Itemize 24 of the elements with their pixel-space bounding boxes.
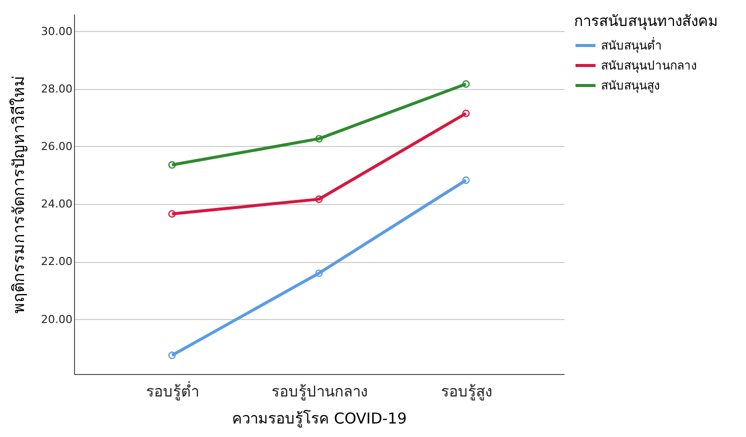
y-tick-label: 30.00: [41, 24, 72, 38]
y-tick-label: 24.00: [41, 198, 72, 211]
point: [315, 195, 323, 203]
y-tick-label: 22.00: [41, 255, 72, 268]
x-tick-label: รอบรู้สูง: [440, 382, 492, 400]
x-axis-title: ความรอบรู้โรค COVID-19: [232, 410, 407, 428]
y-tick-label: 26.00: [41, 140, 72, 153]
legend-label: สนับสนุนต่ำ: [601, 36, 662, 54]
legend-title: การสนับสนุนทางสังคม: [574, 12, 718, 31]
point: [315, 269, 323, 277]
point: [462, 176, 470, 184]
point: [168, 352, 176, 360]
x-tick-label: รอบรู้ต่ำ: [146, 380, 200, 400]
point: [462, 80, 470, 88]
x-tick-label: รอบรู้ปานกลาง: [272, 382, 368, 400]
y-tick-label: 20.00: [41, 312, 72, 326]
y-tick-label: 28.00: [41, 82, 72, 96]
legend-label: สนับสนุนสูง: [601, 78, 660, 94]
point: [168, 161, 176, 169]
y-axis-title: พฤติกรรมการจัดการปัญหาวิถีใหม่: [9, 76, 28, 314]
point: [462, 110, 470, 118]
legend-label: สนับสนุนปานกลาง: [601, 58, 697, 74]
point: [168, 210, 176, 218]
point: [315, 134, 323, 142]
